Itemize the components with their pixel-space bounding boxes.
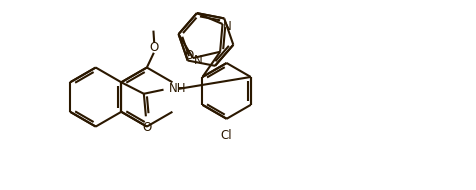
Text: Cl: Cl — [220, 129, 232, 142]
Text: O: O — [142, 121, 151, 134]
Text: N: N — [223, 20, 232, 32]
Text: N: N — [194, 54, 203, 67]
Text: O: O — [149, 41, 159, 54]
Text: NH: NH — [169, 82, 186, 95]
Text: O: O — [184, 49, 193, 62]
